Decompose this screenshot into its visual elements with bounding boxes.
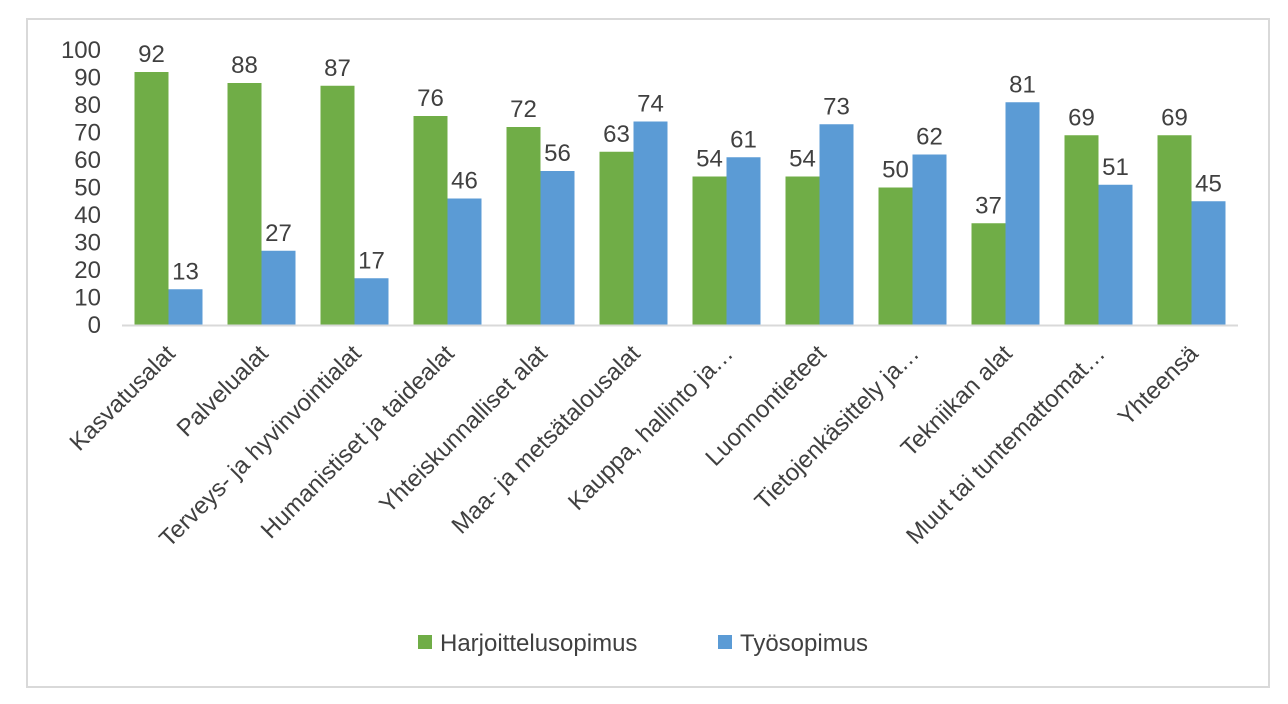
data-label: 54: [789, 146, 816, 173]
data-label: 87: [324, 55, 351, 82]
y-tick-label: 100: [61, 37, 101, 64]
data-label: 51: [1102, 154, 1129, 181]
data-label: 92: [138, 41, 165, 68]
bar-tyosopimus: [1098, 184, 1133, 325]
bar-harjoittelusopimus: [227, 83, 262, 325]
y-tick-label: 10: [74, 285, 101, 312]
data-label: 17: [358, 247, 385, 274]
y-tick-label: 30: [74, 230, 101, 257]
bar-tyosopimus: [354, 278, 389, 325]
data-label: 45: [1195, 170, 1222, 197]
category-label: Muut tai tuntemattomat…: [901, 340, 1111, 550]
bar-tyosopimus: [1191, 201, 1226, 325]
bar-harjoittelusopimus: [599, 151, 634, 325]
bar-tyosopimus: [447, 198, 482, 325]
data-label: 13: [172, 258, 199, 285]
category-label: Yhteensä: [1113, 340, 1204, 431]
data-label: 69: [1161, 104, 1188, 131]
y-tick-label: 0: [88, 312, 101, 339]
y-tick-label: 70: [74, 120, 101, 147]
data-label: 81: [1009, 71, 1036, 98]
legend-swatch: [418, 635, 432, 649]
data-label: 72: [510, 96, 537, 123]
data-label: 56: [544, 140, 571, 167]
bar-tyosopimus: [633, 121, 668, 325]
bars: [134, 72, 1226, 325]
bar-harjoittelusopimus: [413, 116, 448, 325]
data-label: 61: [730, 126, 757, 153]
data-labels: 92 13 88 27 87 17 76 46 72 56 63 74 54 61 54 73 50 62 37 81…: [138, 41, 1222, 285]
bar-tyosopimus: [540, 171, 575, 325]
data-label: 37: [975, 192, 1002, 219]
data-label: 63: [603, 121, 630, 148]
bar-harjoittelusopimus: [1064, 135, 1099, 325]
data-label: 27: [265, 220, 292, 247]
y-tick-label: 20: [74, 257, 101, 284]
bar-harjoittelusopimus: [785, 176, 820, 325]
data-label: 46: [451, 168, 478, 195]
category-label: Yhteiskunnalliset alat: [374, 340, 553, 519]
bar-harjoittelusopimus: [506, 127, 541, 325]
y-tick-label: 90: [74, 65, 101, 92]
legend: Harjoittelusopimus Työsopimus: [418, 630, 868, 657]
category-label: Kasvatusalat: [64, 340, 180, 456]
legend-label: Työsopimus: [740, 630, 868, 657]
bar-tyosopimus: [1005, 102, 1040, 325]
data-label: 76: [417, 85, 444, 112]
bar-harjoittelusopimus: [134, 72, 169, 325]
data-label: 50: [882, 157, 909, 184]
data-label: 62: [916, 124, 943, 151]
y-tick-label: 80: [74, 92, 101, 119]
data-label: 69: [1068, 104, 1095, 131]
bar-harjoittelusopimus: [878, 187, 913, 325]
y-tick-label: 50: [74, 175, 101, 202]
bar-tyosopimus: [261, 250, 296, 325]
bar-tyosopimus: [912, 154, 947, 325]
category-label: Kauppa, hallinto ja…: [563, 340, 739, 516]
bar-tyosopimus: [168, 289, 203, 325]
bar-harjoittelusopimus: [1157, 135, 1192, 325]
data-label: 54: [696, 146, 723, 173]
legend-label: Harjoittelusopimus: [440, 630, 637, 657]
category-label: Tietojenkäsittely ja…: [750, 340, 925, 515]
y-tick-label: 40: [74, 202, 101, 229]
bar-harjoittelusopimus: [320, 85, 355, 325]
bar-tyosopimus: [819, 124, 854, 325]
category-label: Palvelualat: [172, 340, 274, 442]
category-label: Humanistiset ja taidealat: [256, 340, 460, 544]
data-label: 74: [637, 91, 664, 118]
bar-harjoittelusopimus: [692, 176, 727, 325]
category-label: Maa- ja metsätalousalat: [446, 340, 645, 539]
bar-tyosopimus: [726, 157, 761, 325]
y-tick-label: 60: [74, 147, 101, 174]
data-label: 73: [823, 93, 850, 120]
legend-swatch: [718, 635, 732, 649]
bar-harjoittelusopimus: [971, 223, 1006, 325]
data-label: 88: [231, 52, 258, 79]
